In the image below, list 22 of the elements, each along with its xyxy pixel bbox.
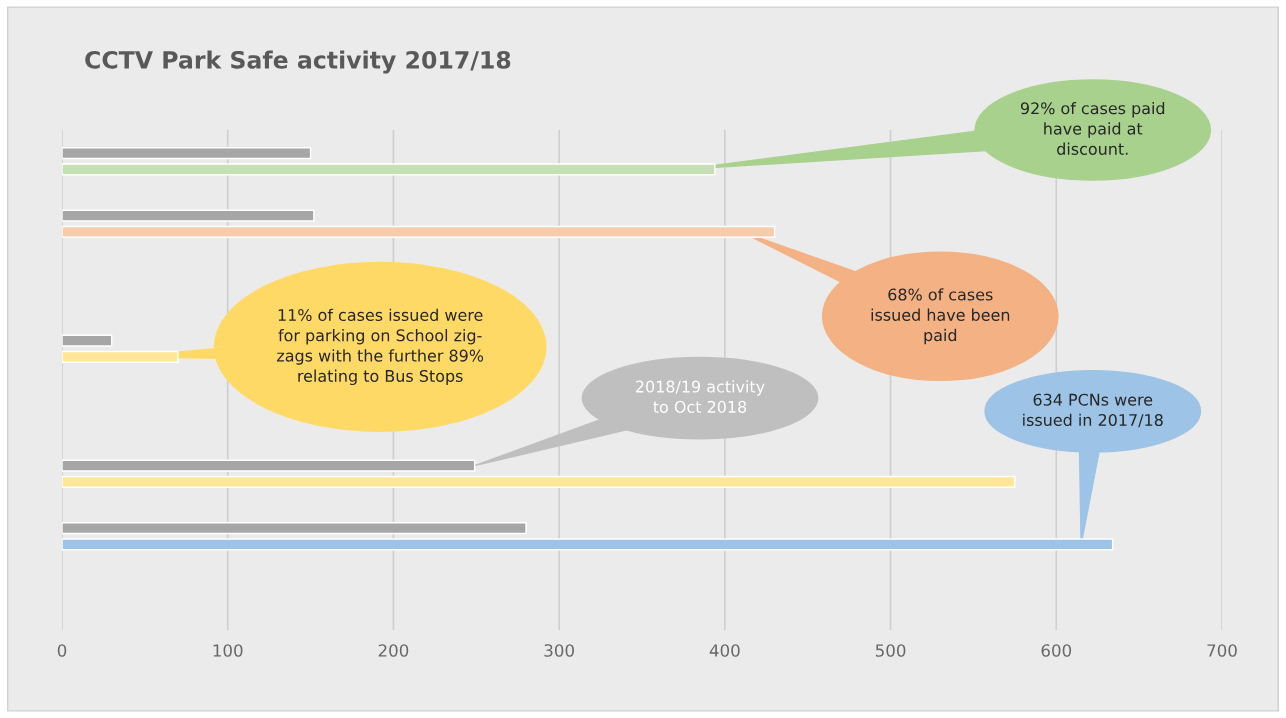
annotation: 634 PCNs were issued in 2017/18	[1023, 393, 1163, 428]
x-tick-label: 500	[875, 644, 906, 657]
x-tick-label: 100	[213, 644, 243, 657]
bar	[62, 225, 776, 238]
bar	[62, 209, 315, 222]
annotation: 92% of cases paid have paid at discount.	[1020, 101, 1165, 155]
annotation: 11% of cases issued were for parking on School zig- zags with the further 89% relating to Bus Stops	[277, 308, 484, 386]
x-tick-label: 700	[1207, 644, 1237, 657]
x-tick-label: 0	[57, 644, 67, 657]
bar	[62, 147, 312, 160]
bar	[62, 334, 113, 347]
chart-title: CCTV Park Safe activity 2017/18	[85, 50, 511, 74]
x-tick-label: 300	[544, 644, 574, 657]
bar	[62, 522, 527, 535]
annotation: 68% of cases issued have been paid	[871, 288, 1010, 345]
x-tick-label: 400	[709, 644, 740, 657]
x-tick-label: 600	[1041, 644, 1072, 657]
bar	[62, 459, 476, 472]
annotation: 2018/19 activity to Oct 2018	[636, 380, 765, 413]
bar	[62, 163, 716, 176]
x-tick-label: 200	[378, 644, 409, 657]
bar	[62, 475, 1016, 488]
